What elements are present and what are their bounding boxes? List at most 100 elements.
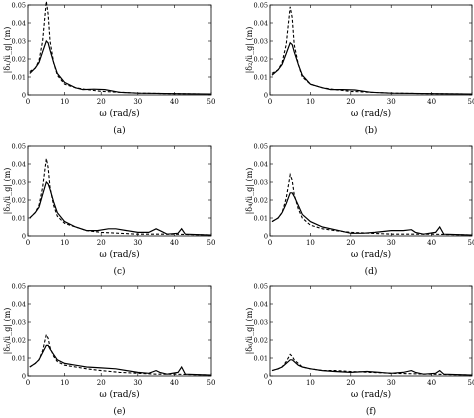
x-tick-label: 30 — [387, 239, 396, 247]
y-tick-label: 0.02 — [12, 337, 26, 345]
x-tick-label: 10 — [306, 239, 315, 247]
x-tick-label: 40 — [427, 239, 436, 247]
panel-caption: (d) — [365, 266, 378, 277]
x-tick-label: 0 — [26, 239, 30, 247]
y-tick-label: 0.04 — [12, 20, 26, 28]
x-tick-label: 40 — [170, 239, 179, 247]
y-tick-label: 0.05 — [12, 283, 26, 291]
y-axis-label: |δ₅/ü_g| (m) — [3, 308, 12, 355]
y-tick-label: 0.02 — [12, 56, 26, 64]
chart-panel: 0 10 20 30 40 50 0 0.01 0.02 0.03 0.04 0.05 ω (rad/s… — [245, 2, 474, 137]
chart-panel: 0 10 20 30 40 50 0 0.01 0.02 0.03 0.04 0.05 ω (rad/s… — [3, 143, 215, 278]
x-tick-label: 10 — [60, 379, 69, 387]
solid-series-line — [271, 192, 473, 236]
dashed-series-line — [29, 332, 212, 376]
y-tick-label: 0.05 — [12, 143, 26, 151]
y-tick-label: 0 — [264, 92, 268, 100]
x-tick-label: 40 — [427, 379, 436, 387]
chart-panel: 0 10 20 30 40 50 0 0.01 0.02 0.03 0.04 0.05 ω (rad/s… — [3, 1, 215, 136]
x-tick-label: 0 — [26, 98, 30, 106]
x-tick-label: 10 — [306, 379, 315, 387]
y-tick-label: 0.05 — [254, 2, 268, 10]
plot-frame — [269, 145, 473, 237]
y-tick-label: 0 — [264, 233, 268, 241]
panel-caption: (a) — [113, 125, 125, 136]
panel-caption: (e) — [113, 406, 125, 417]
x-tick-label: 30 — [387, 379, 396, 387]
y-tick-label: 0.04 — [254, 161, 268, 169]
x-tick-label: 30 — [387, 98, 396, 106]
x-tick-label: 40 — [427, 98, 436, 106]
x-tick-label: 20 — [97, 239, 106, 247]
x-tick-label: 50 — [207, 239, 216, 247]
y-axis-label: |δ₆/ü_g| (m) — [245, 308, 254, 355]
x-tick-label: 20 — [97, 98, 106, 106]
x-tick-label: 20 — [346, 98, 355, 106]
y-tick-label: 0.02 — [254, 56, 268, 64]
dashed-series-line — [29, 1, 212, 95]
x-axis-label: ω (rad/s) — [351, 108, 391, 119]
x-axis-label: ω (rad/s) — [351, 249, 391, 260]
y-tick-label: 0.04 — [12, 301, 26, 309]
solid-series-line — [271, 359, 473, 376]
plot-frame — [269, 285, 473, 377]
x-tick-label: 50 — [207, 98, 216, 106]
y-tick-label: 0.03 — [254, 319, 268, 327]
x-tick-label: 20 — [97, 379, 106, 387]
y-tick-label: 0.01 — [12, 74, 26, 82]
x-axis-label: ω (rad/s) — [99, 389, 139, 400]
y-tick-label: 0.03 — [254, 179, 268, 187]
y-tick-label: 0.01 — [254, 215, 268, 223]
x-tick-label: 40 — [170, 98, 179, 106]
solid-series-line — [29, 39, 212, 95]
y-tick-label: 0.05 — [12, 2, 26, 10]
y-axis-label: |δ₁/ü_g| (m) — [3, 27, 12, 74]
x-axis-label: ω (rad/s) — [351, 389, 391, 400]
dashed-series-line — [271, 172, 473, 236]
y-tick-label: 0.01 — [12, 355, 26, 363]
x-tick-label: 50 — [468, 98, 474, 106]
y-tick-label: 0 — [22, 373, 26, 381]
y-tick-label: 0.05 — [254, 283, 268, 291]
x-tick-label: 50 — [207, 379, 216, 387]
x-tick-label: 0 — [268, 239, 272, 247]
x-axis-label: ω (rad/s) — [99, 108, 139, 119]
x-tick-label: 10 — [60, 239, 69, 247]
y-axis-label: |δ₃/ü_g| (m) — [3, 168, 12, 215]
x-tick-label: 20 — [346, 239, 355, 247]
dashed-series-line — [29, 158, 212, 236]
chart-panel: 0 10 20 30 40 50 0 0.01 0.02 0.03 0.04 0.05 ω (rad/s… — [245, 143, 474, 278]
x-tick-label: 30 — [133, 239, 142, 247]
x-tick-label: 50 — [468, 379, 474, 387]
chart-panel: 0 10 20 30 40 50 0 0.01 0.02 0.03 0.04 0.05 ω (rad/s… — [245, 283, 474, 418]
x-tick-label: 40 — [170, 379, 179, 387]
x-tick-label: 30 — [133, 98, 142, 106]
y-tick-label: 0 — [22, 233, 26, 241]
x-tick-label: 30 — [133, 379, 142, 387]
y-tick-label: 0.03 — [254, 38, 268, 46]
y-tick-label: 0.01 — [254, 74, 268, 82]
y-tick-label: 0.04 — [254, 20, 268, 28]
y-tick-label: 0.02 — [12, 197, 26, 205]
y-tick-label: 0 — [264, 373, 268, 381]
solid-series-line — [271, 41, 473, 95]
y-tick-label: 0.02 — [254, 197, 268, 205]
y-tick-label: 0 — [22, 92, 26, 100]
y-tick-label: 0.02 — [254, 337, 268, 345]
y-tick-label: 0.04 — [12, 161, 26, 169]
x-tick-label: 10 — [60, 98, 69, 106]
y-axis-label: |δ₂/ü_g| (m) — [245, 27, 254, 74]
chart-panel: 0 10 20 30 40 50 0 0.01 0.02 0.03 0.04 0.05 ω (rad/s… — [3, 283, 215, 418]
panel-caption: (c) — [113, 266, 125, 277]
x-tick-label: 20 — [346, 379, 355, 387]
y-tick-label: 0.04 — [254, 301, 268, 309]
plot-frame — [27, 285, 212, 377]
x-tick-label: 0 — [26, 379, 30, 387]
dashed-series-line — [271, 6, 473, 95]
panel-caption: (f) — [366, 406, 376, 417]
plot-frame — [27, 4, 212, 96]
y-axis-label: |δ₄/ü_g| (m) — [245, 168, 254, 215]
dashed-series-line — [271, 353, 473, 376]
y-tick-label: 0.05 — [254, 143, 268, 151]
y-tick-label: 0.03 — [12, 319, 26, 327]
